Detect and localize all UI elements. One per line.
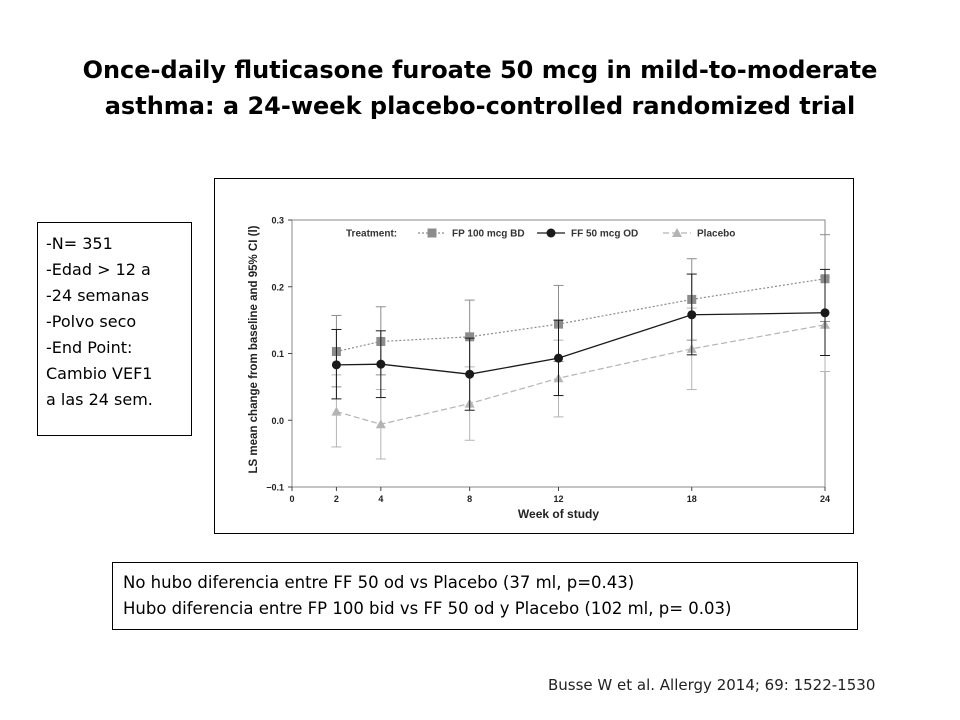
data-point-placebo xyxy=(375,419,386,429)
data-point-ff-50-mcg-od xyxy=(331,360,341,370)
legend-label-ff-50-mcg-od: FF 50 mcg OD xyxy=(571,229,638,240)
y-tick-label: 0.0 xyxy=(271,416,284,426)
legend-label-placebo: Placebo xyxy=(697,229,735,240)
y-tick-label: 0.3 xyxy=(271,216,284,226)
x-tick-label: 2 xyxy=(334,494,339,504)
legend-marker-placebo xyxy=(672,228,682,237)
x-tick-label: 8 xyxy=(467,494,472,504)
info-line: -24 semanas xyxy=(46,286,150,305)
x-tick-label: 4 xyxy=(378,494,383,504)
data-point-placebo xyxy=(331,406,342,416)
series-line-fp-100-mcg-bd xyxy=(336,278,826,353)
y-tick-label: −0.1 xyxy=(266,483,284,493)
y-tick-label: 0.1 xyxy=(271,349,284,359)
info-line: -N= 351 xyxy=(46,234,113,253)
conclusion-line: No hubo diferencia entre FF 50 od vs Pla… xyxy=(123,573,635,592)
study-info-box: -N= 351 -Edad > 12 a -24 semanas -Polvo … xyxy=(37,222,192,436)
data-point-ff-50-mcg-od xyxy=(820,308,830,318)
info-line: -End Point: xyxy=(46,338,133,357)
y-tick-label: 0.2 xyxy=(271,282,284,292)
data-point-ff-50-mcg-od xyxy=(465,369,475,379)
info-line: -Edad > 12 a xyxy=(46,260,151,279)
legend-marker-ff-50-mcg-od xyxy=(546,228,556,238)
y-axis-label: LS mean change from baseline and 95% CI … xyxy=(248,225,260,473)
x-tick-label: 12 xyxy=(553,494,563,504)
info-line: Cambio VEF1 xyxy=(46,364,153,383)
slide-title: Once-daily fluticasone furoate 50 mcg in… xyxy=(82,56,878,120)
data-point-ff-50-mcg-od xyxy=(687,310,697,320)
conclusion-box: No hubo diferencia entre FF 50 od vs Pla… xyxy=(112,562,858,630)
conclusion-line: Hubo diferencia entre FP 100 bid vs FF 5… xyxy=(123,599,732,618)
citation: Busse W et al. Allergy 2014; 69: 1522-15… xyxy=(548,676,876,694)
series-line-placebo xyxy=(336,324,826,425)
legend-title: Treatment: xyxy=(346,229,397,240)
legend-marker-fp-100-mcg-bd xyxy=(427,228,437,238)
x-tick-label: 0 xyxy=(289,494,294,504)
series-line-ff-50-mcg-od xyxy=(336,312,826,375)
x-tick-label: 18 xyxy=(687,494,697,504)
x-axis-label: Week of study xyxy=(518,507,599,521)
info-line: -Polvo seco xyxy=(46,312,137,331)
data-point-fp-100-mcg-bd xyxy=(465,332,475,342)
legend-label-fp-100-mcg-bd: FP 100 mcg BD xyxy=(452,229,525,240)
info-line: a las 24 sem. xyxy=(46,390,153,409)
data-point-ff-50-mcg-od xyxy=(554,353,563,363)
data-point-ff-50-mcg-od xyxy=(376,359,386,369)
chart-frame: −0.1 0.0 0.1 0.2 0.3 0 2 4 8 12 18 24 Week of study L… xyxy=(214,178,854,534)
x-tick-label: 24 xyxy=(820,494,830,504)
